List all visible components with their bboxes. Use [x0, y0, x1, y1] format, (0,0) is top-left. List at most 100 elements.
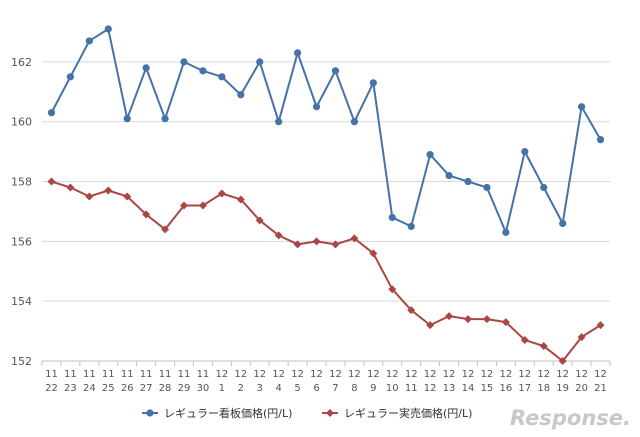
x-tick-label-day: 7	[332, 383, 338, 394]
data-point	[464, 315, 472, 324]
x-tick-label-day: 10	[386, 383, 399, 394]
data-point	[369, 79, 377, 87]
data-point	[539, 342, 548, 351]
x-tick-label-day: 29	[178, 383, 191, 394]
x-tick-label-day: 16	[499, 383, 512, 394]
x-tick-label-month: 11	[178, 369, 191, 380]
x-tick-label-month: 12	[272, 369, 285, 380]
data-point	[274, 231, 283, 240]
x-tick-label-day: 12	[424, 383, 437, 394]
grid	[42, 61, 610, 302]
y-tick-label-154: 154	[11, 295, 32, 308]
data-point	[502, 228, 510, 236]
data-point	[426, 151, 434, 159]
data-point	[47, 177, 56, 186]
x-tick-label-month: 11	[64, 369, 77, 380]
data-point	[123, 115, 131, 123]
x-tick-label-month: 12	[556, 369, 569, 380]
legend-label: レギュラー実売価格(円/L)	[344, 406, 472, 420]
data-point	[464, 177, 472, 186]
x-tick-label-day: 30	[197, 383, 210, 394]
data-point	[520, 336, 529, 345]
y-tick-label-152: 152	[11, 355, 32, 368]
response-logo: Response.	[510, 406, 631, 430]
x-tick-label-month: 12	[405, 369, 418, 380]
data-point	[294, 49, 302, 57]
data-point	[350, 234, 359, 243]
data-point	[388, 285, 397, 294]
x-tick-label-day: 11	[405, 383, 418, 394]
x-tick-label-month: 12	[348, 369, 361, 380]
data-point	[596, 136, 605, 144]
x-tick-label-month: 12	[575, 369, 588, 380]
x-tick-label-month: 11	[45, 369, 58, 380]
data-point	[407, 222, 415, 230]
data-point	[142, 210, 151, 219]
data-point	[577, 333, 586, 342]
data-point	[407, 306, 416, 315]
data-point	[312, 103, 321, 111]
x-tick-label-month: 12	[518, 369, 531, 380]
data-point	[256, 58, 264, 66]
series-0	[47, 25, 605, 236]
data-point	[558, 357, 567, 365]
x-tick-label-month: 11	[197, 369, 210, 380]
data-point	[104, 186, 113, 195]
x-tick-label-day: 1	[219, 383, 225, 394]
series-layer	[47, 25, 605, 365]
x-tick-label-day: 20	[575, 383, 588, 394]
legend-marker	[146, 409, 154, 417]
data-point	[142, 64, 150, 72]
data-point	[255, 216, 264, 225]
x-tick-label-month: 11	[121, 369, 134, 380]
data-point	[596, 321, 605, 330]
data-point	[540, 183, 548, 192]
x-tick-label-day: 17	[518, 383, 531, 394]
legend: レギュラー看板価格(円/L) レギュラー実売価格(円/L)	[142, 406, 472, 420]
data-point	[85, 37, 93, 45]
x-tick-label-month: 12	[537, 369, 550, 380]
data-point	[426, 321, 435, 330]
y-tick-label-158: 158	[11, 176, 32, 189]
data-point	[578, 103, 586, 111]
x-tick-label-day: 19	[556, 383, 569, 394]
axes: 1521541561581601621122112311241125112611…	[11, 56, 611, 394]
data-point	[293, 240, 302, 249]
data-point	[198, 201, 207, 210]
y-tick-label-156: 156	[11, 235, 32, 248]
x-tick-label-month: 12	[443, 369, 456, 380]
data-point	[559, 219, 567, 228]
data-point	[236, 195, 245, 204]
series-line-1	[51, 180, 602, 362]
data-point	[180, 58, 188, 66]
legend-label: レギュラー看板価格(円/L)	[164, 406, 292, 420]
data-point	[218, 73, 226, 81]
x-tick-label-day: 4	[275, 383, 281, 394]
x-tick-label-day: 13	[443, 383, 456, 394]
x-tick-label-month: 12	[424, 369, 437, 380]
x-tick-label-month: 11	[140, 369, 153, 380]
x-tick-label-month: 12	[367, 369, 380, 380]
data-point	[47, 109, 56, 117]
data-point	[66, 73, 74, 81]
legend-item-0: レギュラー看板価格(円/L)	[142, 406, 292, 420]
x-tick-label-day: 5	[294, 383, 300, 394]
x-tick-label-month: 11	[159, 369, 172, 380]
legend-marker	[326, 409, 334, 417]
x-tick-label-month: 12	[234, 369, 247, 380]
x-tick-label-day: 28	[159, 383, 172, 394]
series-1	[47, 177, 605, 365]
x-tick-label-day: 25	[102, 383, 115, 394]
x-tick-label-month: 12	[253, 369, 266, 380]
data-point	[331, 240, 340, 249]
data-point	[369, 249, 378, 258]
data-point	[161, 115, 169, 123]
data-point	[350, 118, 358, 126]
data-point	[483, 183, 491, 192]
data-point	[180, 201, 188, 210]
x-tick-label-day: 23	[64, 383, 77, 394]
y-tick-label-160: 160	[11, 116, 32, 129]
data-point	[521, 148, 529, 156]
x-tick-label-day: 6	[313, 383, 319, 394]
